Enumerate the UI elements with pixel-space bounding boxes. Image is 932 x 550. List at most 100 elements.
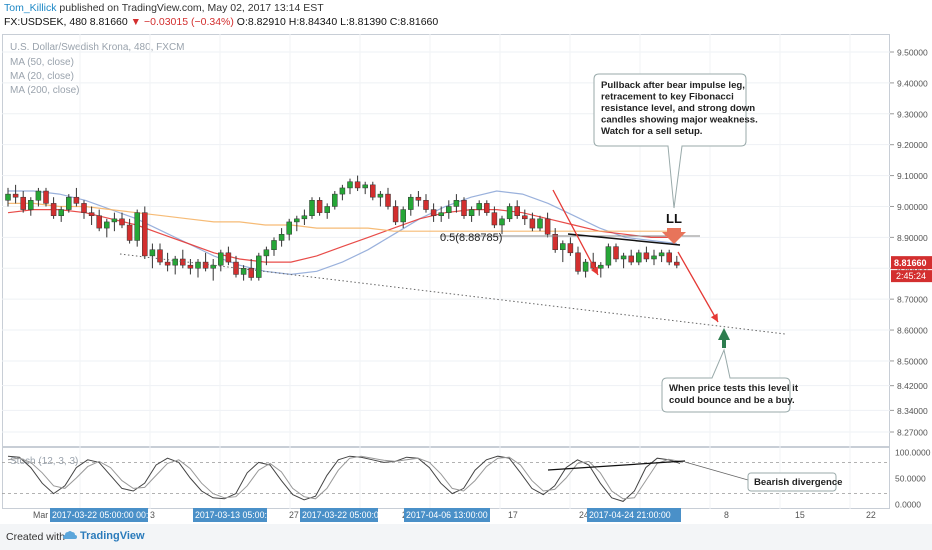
candle-body (613, 246, 619, 260)
candle-body (491, 212, 498, 226)
grid (2, 34, 890, 509)
time-label: 22 (866, 510, 876, 520)
stoch-tick-label: 50.0000 (895, 474, 926, 484)
callout-top-text: retracement to key Fibonacci (601, 92, 734, 103)
countdown-tag (891, 270, 932, 283)
publish-line: Tom_Killick published on TradingView.com… (4, 2, 324, 14)
candle-body (195, 261, 201, 269)
candle-body (560, 243, 566, 250)
candle-body (628, 255, 634, 263)
candle-body (506, 206, 513, 220)
callout-top-text: Pullback after bear impulse leg, (601, 80, 745, 91)
candle-body (370, 184, 376, 198)
countdown-label: 2:45:24 (896, 271, 926, 281)
time-label-highlight: 2017-04-24 21:00:00 (589, 510, 671, 520)
candle-body (81, 203, 87, 213)
candle-body (347, 181, 353, 189)
legend-ma50[interactable]: MA (50, close) (10, 57, 74, 68)
candle-body (514, 206, 520, 216)
candle-body (567, 243, 574, 254)
candle-body (522, 215, 528, 220)
stoch-d-line (7, 455, 681, 500)
candle-body (377, 193, 384, 198)
candle-body (392, 206, 399, 223)
legend-stoch[interactable]: Stoch (12, 3, 3) (10, 456, 79, 467)
candle-body (605, 246, 612, 266)
price-tick-label: 8.50000 (897, 356, 928, 366)
candle-body (5, 193, 11, 201)
stoch-tick-label: 0.0000 (895, 500, 921, 510)
legend-ma20[interactable]: MA (20, close) (10, 71, 74, 82)
candle-body (658, 252, 665, 257)
author-link[interactable]: Tom_Killick (4, 2, 57, 14)
candle-body (408, 196, 414, 210)
legend-ma200[interactable]: MA (200, close) (10, 85, 80, 96)
callout-top-text: Watch for a sell setup. (601, 126, 702, 137)
candle-body (537, 218, 543, 229)
candle-body (544, 218, 551, 235)
time-label: 24 (579, 510, 589, 520)
price-change: ▼ −0.03015 (−0.34%) (130, 16, 234, 28)
publish-info: published on TradingView.com, May 02, 20… (56, 2, 324, 14)
footer: Created with TradingView (0, 524, 932, 550)
candle-body (476, 203, 482, 210)
time-highlight (587, 508, 681, 522)
time-label-highlight: 2017-03-22 05:00:00 00:00 (52, 510, 158, 520)
candle-body (263, 249, 270, 257)
last-price-label: 8.81660 (894, 258, 927, 268)
candle-body (104, 221, 110, 229)
candle-body (362, 184, 368, 189)
candle-body (134, 212, 140, 241)
candle-body (385, 193, 391, 207)
candle-body (119, 218, 125, 226)
created-with: Created with (6, 531, 65, 543)
down-arrow-icon (662, 228, 686, 244)
price-tick-label: 9.00000 (897, 202, 928, 212)
price-tick-label: 8.42000 (897, 381, 928, 391)
candle-body (651, 255, 657, 260)
candle-body (126, 224, 133, 241)
time-axis: Mar 2017-03-22 05:00:00 00:003 2017-03-13 … (33, 508, 876, 522)
candle-body (438, 212, 444, 216)
candle-body (332, 193, 338, 207)
candle-body (28, 200, 34, 210)
candle-body (271, 240, 277, 250)
candle-body (423, 200, 429, 210)
candle-body (256, 255, 262, 278)
price-tick-label: 9.50000 (897, 48, 928, 58)
candle-body (142, 212, 148, 257)
tradingview-brand[interactable]: TradingView (80, 530, 145, 542)
time-label-highlight: 2017-04-06 13:00:00 (406, 510, 488, 520)
up-arrow-icon (718, 328, 730, 348)
callout-bottom-text: could bounce and be a buy. (669, 395, 795, 406)
candle-body (218, 252, 224, 266)
price-tick-label: 8.27000 (897, 428, 928, 438)
candle-body (202, 261, 209, 269)
candle-body (20, 196, 26, 210)
candle-body (598, 264, 604, 269)
candle-body (620, 255, 627, 260)
symbol-line: FX:USDSEK, 480 8.81660 ▼ −0.03015 (−0.34… (4, 16, 438, 28)
legend-title: U.S. Dollar/Swedish Krona, 480, FXCM (10, 42, 185, 53)
candle-body (468, 209, 475, 216)
price-chart[interactable]: 0.5(8.88785) LL Pullback after bear impuls… (0, 0, 932, 524)
candle-body (316, 200, 323, 213)
callout-bottom-text: When price tests this level it (669, 383, 799, 394)
price-tick-label: 8.70000 (897, 295, 928, 305)
time-label-highlight: 2017-03-22 05:00:00 (302, 510, 384, 520)
ll-label: LL (666, 211, 682, 226)
time-label-highlight: 2017-03-13 05:00:00 (195, 510, 277, 520)
time-label: 8 (724, 510, 729, 520)
candle-body (552, 234, 558, 250)
candle-body (43, 190, 49, 204)
price-tick-label: 9.10000 (897, 171, 928, 181)
candle-body (187, 264, 194, 269)
main-pane[interactable] (2, 34, 890, 447)
candle-body (210, 264, 216, 269)
divergence-line (547, 460, 686, 471)
price-tick-label: 8.90000 (897, 233, 928, 243)
red-arrow-impulse (552, 189, 599, 276)
candle-body (286, 221, 292, 235)
candle-body (164, 261, 171, 266)
ohlc-values: O:8.82910 H:8.84340 L:8.81390 C:8.81660 (233, 16, 439, 28)
